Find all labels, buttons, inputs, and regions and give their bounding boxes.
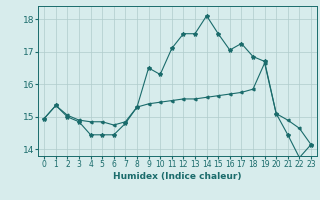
X-axis label: Humidex (Indice chaleur): Humidex (Indice chaleur)	[113, 172, 242, 181]
